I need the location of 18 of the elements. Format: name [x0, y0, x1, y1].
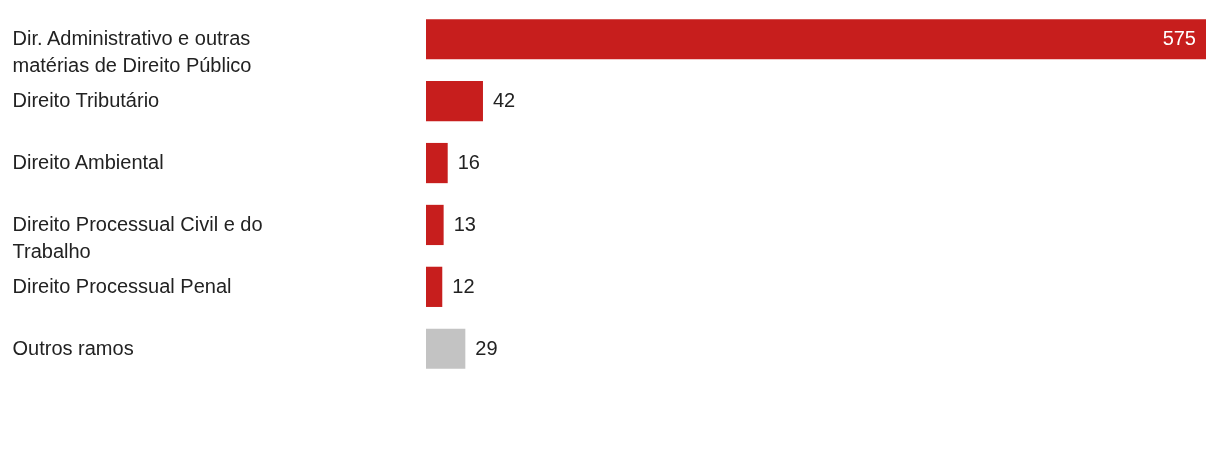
bar: [426, 19, 1206, 60]
data-label: 42: [492, 89, 516, 112]
data-label: 575: [1162, 27, 1196, 50]
y-tick-label: Direito Tributário: [12, 89, 160, 112]
y-tick-label: Direito Processual Penal: [12, 274, 232, 297]
bar: [426, 328, 466, 369]
bar: [426, 81, 483, 122]
data-label: 13: [453, 212, 476, 235]
y-tick-label: Direito Ambiental: [12, 151, 164, 174]
y-tick-label: Dir. Administrativo e outras matérias de Direito Público: [12, 27, 252, 77]
data-label: 16: [457, 151, 480, 174]
y-tick-label: Outros ramos: [12, 336, 134, 359]
bar: [426, 142, 448, 184]
data-label: 29: [475, 336, 498, 359]
bar: [426, 266, 443, 307]
bar: [426, 204, 444, 246]
data-label: 12: [452, 274, 475, 297]
y-tick-label: Direito Processual Civil e do Trabalho: [12, 212, 263, 262]
